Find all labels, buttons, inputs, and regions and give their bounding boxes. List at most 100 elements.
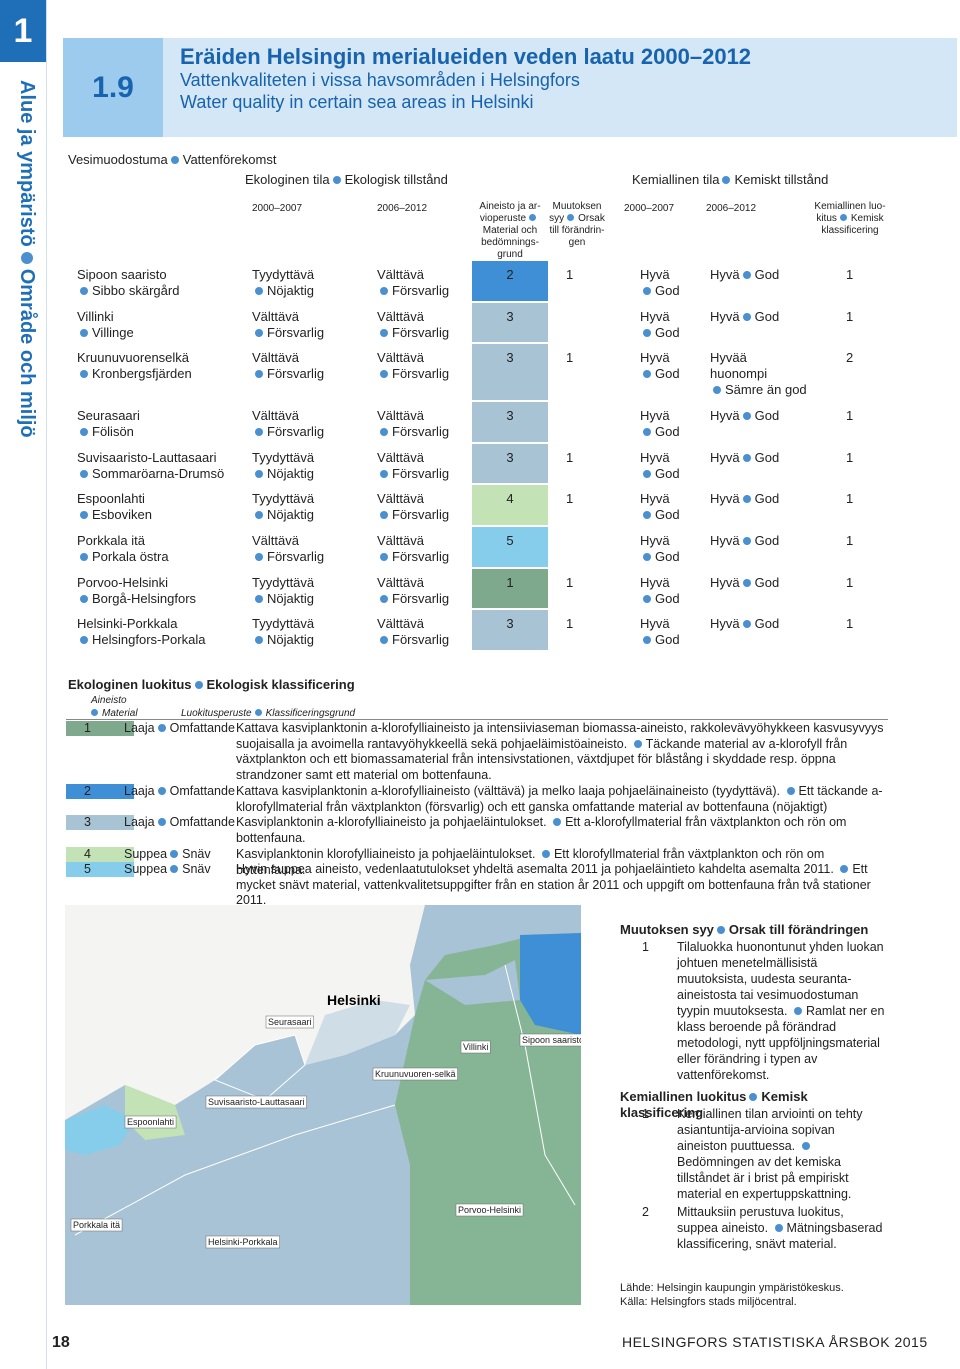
fi: Hyvä bbox=[710, 309, 740, 324]
chem-class-cell: 1 bbox=[846, 408, 854, 423]
note-number: 1 bbox=[642, 940, 649, 954]
sv: God bbox=[655, 466, 680, 481]
cell-pair: Välttävä Försvarlig bbox=[377, 575, 449, 607]
fi: Välttävä bbox=[377, 575, 424, 590]
cell-pair: Hyvä God bbox=[710, 450, 779, 466]
sv: Försvarlig bbox=[392, 424, 450, 439]
publication: HELSINGFORS STATISTISKA ÅRSBOK 2015 bbox=[622, 1334, 928, 1350]
sv: Snäv bbox=[182, 847, 211, 861]
space bbox=[768, 1221, 771, 1235]
separator bbox=[157, 818, 166, 826]
sv: Ett mycket snävt material, vattenkvalite… bbox=[236, 862, 871, 908]
separator bbox=[80, 636, 88, 644]
separator bbox=[170, 156, 179, 164]
cell-pair: Välttävä Försvarlig bbox=[252, 533, 324, 565]
cell-pair: Välttävä Försvarlig bbox=[377, 491, 449, 523]
fi: Seurasaari bbox=[77, 408, 140, 423]
sv: Sibbo skärgård bbox=[92, 283, 180, 298]
cell-pair: Tyydyttävä Nöjaktig bbox=[252, 491, 314, 523]
fi: Hyvä bbox=[710, 533, 740, 548]
sv: Nöjaktig bbox=[267, 466, 314, 481]
fi: Hyvä bbox=[640, 616, 670, 631]
sipoo bbox=[520, 933, 581, 1035]
material-cell: 2 bbox=[472, 261, 548, 301]
page-number: 18 bbox=[52, 1334, 70, 1351]
material-swatch: 1 bbox=[66, 721, 134, 736]
sv: God bbox=[655, 424, 680, 439]
fi: Hyvä bbox=[710, 450, 740, 465]
fi: Tyydyttävä bbox=[252, 450, 315, 465]
separator bbox=[380, 553, 388, 561]
fi: Laaja bbox=[124, 721, 155, 735]
rule bbox=[66, 719, 888, 720]
col-eco-2: 2006–2012 bbox=[377, 203, 428, 214]
fi: Helsinki-Porkkala bbox=[77, 616, 178, 631]
separator bbox=[643, 553, 651, 561]
cell-pair: Suvisaaristo-Lauttasaari Sommaröarna-Drum… bbox=[77, 450, 224, 482]
cell-pair: Seurasaari Fölisön bbox=[77, 408, 140, 440]
area-label: Helsinki-Porkkala bbox=[208, 1237, 278, 1247]
cell-pair: Hyvä God bbox=[710, 575, 779, 591]
col-material: Aineisto ja ar-vioperusteMaterial och be… bbox=[472, 201, 548, 261]
table-number: 1.9 bbox=[63, 38, 163, 137]
chapter-title: Alue ja ympäristö Område och miljö bbox=[8, 80, 38, 480]
note-number: 2 bbox=[642, 1205, 649, 1219]
chem-heading: Kemiallinen tila Kemiskt tillstånd bbox=[632, 172, 828, 188]
sv: Porkala östra bbox=[92, 549, 169, 564]
separator bbox=[643, 511, 651, 519]
separator bbox=[380, 595, 388, 603]
fi: Kemiallinen luokitus bbox=[620, 1089, 747, 1104]
separator bbox=[742, 495, 751, 503]
cell-pair: Helsinki-Porkkala Helsingfors-Porkala bbox=[77, 616, 205, 648]
cell-pair: Espoonlahti Esboviken bbox=[77, 491, 152, 523]
separator bbox=[255, 428, 263, 436]
sv: Material och bedömnings-grund bbox=[481, 225, 539, 260]
material-cell: 3 bbox=[472, 444, 548, 483]
cell-pair: Hyvä God bbox=[640, 309, 680, 341]
separator bbox=[380, 511, 388, 519]
sv: Borgå-Helsingfors bbox=[92, 591, 197, 606]
sv: Ett a-klorofyllmaterial från växtplankto… bbox=[236, 815, 847, 845]
eco-heading: Ekologinen tila Ekologisk tillstånd bbox=[245, 172, 448, 188]
area-label: Kruunuvuoren-selkä bbox=[375, 1069, 456, 1079]
cell-pair: Välttävä Försvarlig bbox=[377, 267, 449, 299]
fi: Sipoon saaristo bbox=[77, 267, 167, 282]
separator bbox=[742, 412, 751, 420]
cell-pair: Välttävä Försvarlig bbox=[377, 533, 449, 565]
separator bbox=[643, 470, 651, 478]
separator bbox=[801, 1142, 810, 1150]
fi: Hyvä bbox=[710, 267, 740, 282]
fi: Ekologinen tila bbox=[245, 172, 330, 187]
fi: Hyvää huonompi bbox=[710, 350, 768, 381]
sv: Sommaröarna-Drumsö bbox=[92, 466, 225, 481]
separator bbox=[157, 787, 166, 795]
source-fi: Lähde: Helsingin kaupungin ympäristökesk… bbox=[620, 1282, 844, 1294]
cell-pair: Hyvä God bbox=[710, 533, 779, 549]
separator bbox=[643, 595, 651, 603]
fi: Tyydyttävä bbox=[252, 267, 315, 282]
area-label: Porkkala itä bbox=[73, 1220, 120, 1230]
cell-pair: Hyvä God bbox=[710, 309, 779, 325]
cell-pair: Hyvä God bbox=[710, 491, 779, 507]
chem-class-cell: 1 bbox=[846, 309, 854, 324]
fi: Tilaluokka huonontunut yhden luokan joht… bbox=[677, 940, 884, 1018]
label-box bbox=[205, 1235, 280, 1249]
fi: Välttävä bbox=[377, 533, 424, 548]
sv: God bbox=[655, 632, 680, 647]
sv: Nöjaktig bbox=[267, 507, 314, 522]
separator bbox=[80, 428, 88, 436]
fi: Tyydyttävä bbox=[252, 491, 315, 506]
space bbox=[547, 815, 550, 829]
label-box bbox=[124, 1115, 177, 1129]
fi: Hyvä bbox=[710, 575, 740, 590]
sv: Helsingfors-Porkala bbox=[92, 632, 206, 647]
separator bbox=[255, 553, 263, 561]
separator bbox=[255, 329, 263, 337]
note-title: Kemiallinen luokitus Kemisk klassificerin… bbox=[620, 1089, 892, 1121]
fi: Hyvä bbox=[640, 491, 670, 506]
fi: Porkkala itä bbox=[77, 533, 145, 548]
separator bbox=[643, 287, 651, 295]
material-heading-fi: Aineisto bbox=[91, 695, 127, 706]
col-eco-1: 2000–2007 bbox=[252, 203, 303, 214]
chem-class-cell: 2 bbox=[846, 350, 854, 365]
